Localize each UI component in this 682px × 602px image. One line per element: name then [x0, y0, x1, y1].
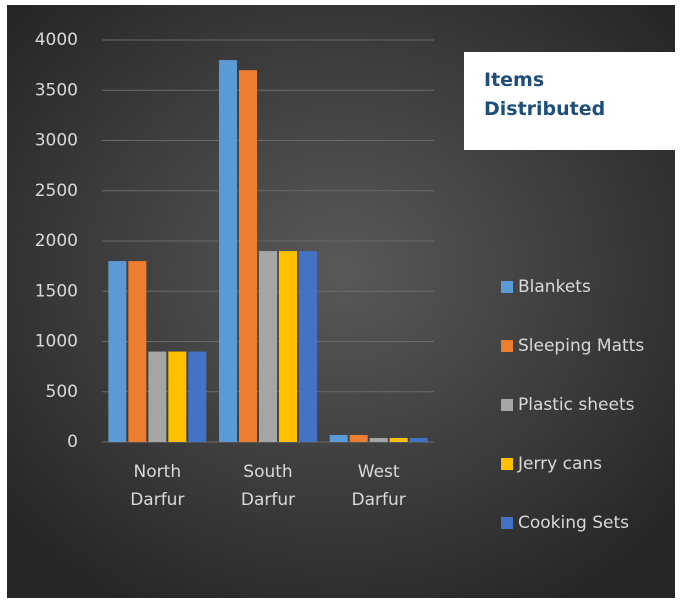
bar — [369, 437, 388, 442]
bar — [349, 434, 368, 442]
y-tick-label: 0 — [67, 432, 78, 452]
bar — [219, 60, 237, 442]
x-tick-label: South Darfur — [240, 462, 296, 510]
bar — [239, 70, 257, 443]
bar — [148, 351, 167, 442]
legend-swatch — [501, 340, 513, 352]
legend-swatch — [501, 458, 513, 470]
legend-label: Blankets — [518, 277, 591, 297]
y-tick-label: 1000 — [35, 332, 78, 352]
bar — [279, 251, 297, 442]
legend-swatch — [501, 281, 513, 293]
legend-swatch — [501, 399, 513, 411]
bar — [389, 437, 408, 442]
bar — [128, 261, 147, 442]
y-tick-label: 2500 — [35, 181, 78, 201]
bar — [188, 351, 207, 442]
legend-label: Jerry cans — [517, 454, 602, 474]
bar — [108, 261, 127, 442]
legend-swatch — [501, 517, 513, 529]
bar — [299, 251, 317, 442]
legend-label: Sleeping Matts — [518, 336, 644, 356]
bar — [259, 251, 277, 442]
y-tick-label: 1500 — [35, 281, 78, 301]
y-tick-label: 2000 — [35, 231, 78, 251]
y-tick-label: 3500 — [35, 80, 78, 100]
legend-label: Plastic sheets — [518, 395, 635, 415]
bar — [329, 434, 348, 442]
y-tick-label: 3000 — [35, 131, 78, 151]
x-tick-label: West Darfur — [351, 462, 406, 510]
chart-title-box: Items Distributed — [464, 52, 678, 150]
legend-label: Cooking Sets — [518, 513, 629, 533]
x-tick-label: North Darfur — [130, 462, 185, 510]
y-tick-label: 4000 — [35, 30, 78, 50]
bar — [409, 437, 428, 442]
bar — [168, 351, 187, 442]
chart-title: Items Distributed — [484, 69, 606, 120]
y-tick-label: 500 — [46, 382, 78, 402]
